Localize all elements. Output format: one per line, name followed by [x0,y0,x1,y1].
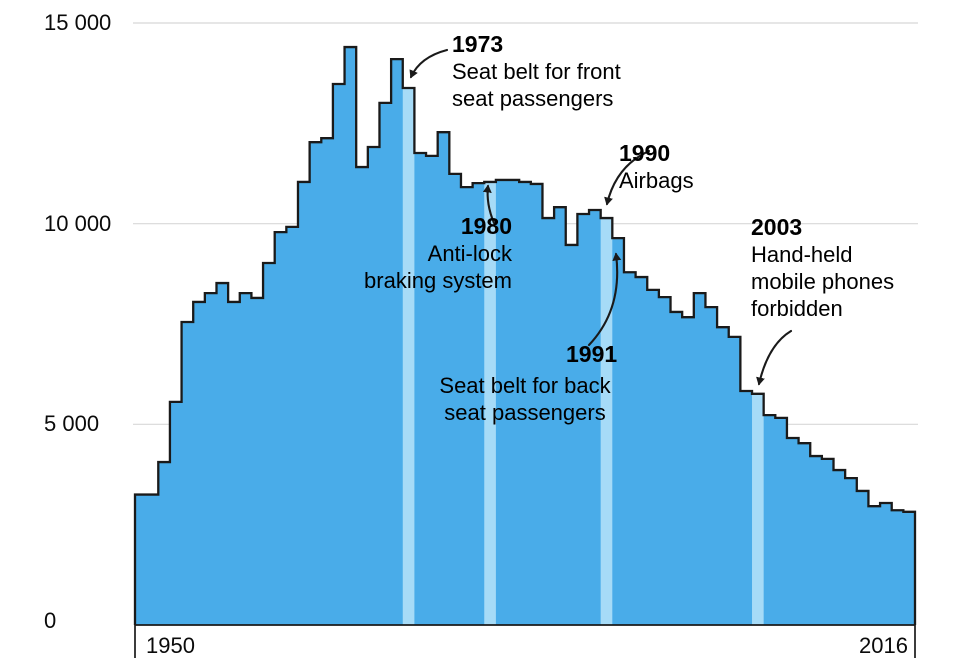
highlight-bar-1980 [484,181,496,626]
annotation-2003-mobile-phones: 2003 Hand-held mobile phones forbidden [751,213,894,322]
annotation-arrow [482,184,496,225]
annotation-text: Seat belt for front seat passengers [452,59,621,111]
y-axis-label-5000: 5 000 [44,411,100,436]
annotation-text: Anti-lock braking system [364,241,512,293]
chart-outline [133,45,917,625]
annotation-1980-abs: 1980 Anti-lock braking system [330,212,512,294]
chart-area-fill [135,47,915,625]
annotation-arrow [756,329,793,386]
annotation-year: 2003 [751,214,803,240]
annotation-1991-back-seat-belt-year: 1991 [566,340,617,368]
y-axis-label-0: 0 [44,608,57,633]
annotation-arrow [604,149,651,206]
y-axis-label-15000: 15 000 [44,10,112,35]
annotation-arrow [409,48,449,79]
highlight-bar-1990 [600,218,613,625]
highlight-bar-1973 [402,88,415,626]
highlight-bar-2003 [752,393,764,625]
annotation-year: 1991 [566,341,618,367]
annotation-year: 1990 [619,140,671,166]
x-axis-label-1950: 1950 [146,633,195,658]
annotation-text: Hand-held mobile phones forbidden [751,242,895,321]
annotation-text: Seat belt for back seat passengers [439,373,611,425]
x-axis-label-2016: 2016 [859,633,908,658]
annotation-1990-airbags: 1990 Airbags [619,139,694,194]
annotation-1991-back-seat-belt-text: Seat belt for back seat passengers [424,372,626,426]
annotation-text: Airbags [619,168,694,193]
annotation-arrow [587,252,622,347]
annotation-1973-front-seat-belt: 1973 Seat belt for front seat passengers [452,30,621,112]
y-axis-label-10000: 10 000 [44,211,112,236]
annotation-year: 1973 [452,31,504,57]
annotation-year: 1980 [460,213,512,239]
